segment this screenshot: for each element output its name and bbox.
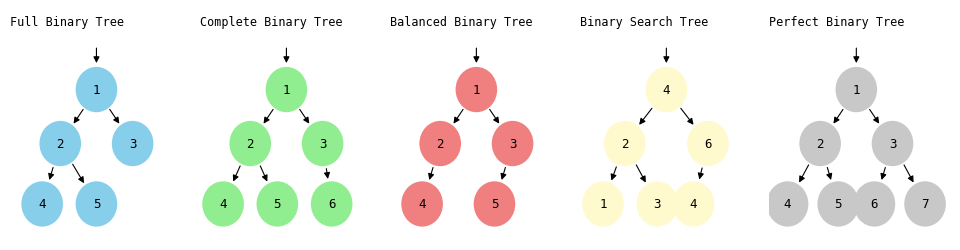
Text: Balanced Binary Tree: Balanced Binary Tree: [390, 16, 532, 29]
Text: 4: 4: [783, 198, 791, 210]
Ellipse shape: [76, 182, 117, 227]
Text: 1: 1: [599, 198, 607, 210]
Ellipse shape: [636, 182, 678, 227]
Text: 4: 4: [219, 198, 227, 210]
Text: 3: 3: [129, 138, 136, 150]
Ellipse shape: [800, 122, 841, 166]
Ellipse shape: [853, 182, 896, 227]
Text: 1: 1: [472, 84, 480, 97]
Ellipse shape: [872, 122, 913, 166]
Ellipse shape: [645, 68, 687, 113]
Ellipse shape: [420, 122, 461, 166]
Ellipse shape: [456, 68, 497, 113]
Text: 1: 1: [852, 84, 860, 97]
Text: 5: 5: [491, 198, 498, 210]
Text: 2: 2: [57, 138, 64, 150]
Text: 6: 6: [705, 138, 711, 150]
Text: 2: 2: [816, 138, 824, 150]
Text: 4: 4: [38, 198, 46, 210]
Text: 2: 2: [247, 138, 254, 150]
Ellipse shape: [473, 182, 516, 227]
Text: 2: 2: [437, 138, 444, 150]
Text: Full Binary Tree: Full Binary Tree: [10, 16, 124, 29]
Text: 3: 3: [509, 138, 516, 150]
Text: 5: 5: [93, 198, 100, 210]
Ellipse shape: [229, 122, 271, 166]
Ellipse shape: [817, 182, 859, 227]
Ellipse shape: [673, 182, 714, 227]
Ellipse shape: [256, 182, 299, 227]
Text: Perfect Binary Tree: Perfect Binary Tree: [770, 16, 905, 29]
Ellipse shape: [39, 122, 81, 166]
Text: Binary Search Tree: Binary Search Tree: [580, 16, 708, 29]
Ellipse shape: [687, 122, 729, 166]
Ellipse shape: [835, 68, 877, 113]
Text: 5: 5: [274, 198, 281, 210]
Ellipse shape: [767, 182, 808, 227]
Ellipse shape: [76, 68, 117, 113]
Text: 3: 3: [889, 138, 897, 150]
Text: 1: 1: [93, 84, 100, 97]
Text: 4: 4: [662, 84, 670, 97]
Text: 7: 7: [922, 198, 929, 210]
Ellipse shape: [111, 122, 154, 166]
Ellipse shape: [604, 122, 645, 166]
Text: 5: 5: [834, 198, 842, 210]
Ellipse shape: [266, 68, 307, 113]
Text: 4: 4: [419, 198, 426, 210]
Ellipse shape: [492, 122, 534, 166]
Text: Complete Binary Tree: Complete Binary Tree: [200, 16, 342, 29]
Text: 6: 6: [328, 198, 335, 210]
Ellipse shape: [311, 182, 352, 227]
Ellipse shape: [301, 122, 344, 166]
Text: 4: 4: [689, 198, 697, 210]
Text: 3: 3: [319, 138, 326, 150]
Text: 6: 6: [871, 198, 878, 210]
Text: 2: 2: [621, 138, 629, 150]
Ellipse shape: [203, 182, 244, 227]
Ellipse shape: [582, 182, 624, 227]
Ellipse shape: [904, 182, 946, 227]
Text: 1: 1: [282, 84, 290, 97]
Ellipse shape: [21, 182, 63, 227]
Text: 3: 3: [654, 198, 661, 210]
Ellipse shape: [401, 182, 443, 227]
